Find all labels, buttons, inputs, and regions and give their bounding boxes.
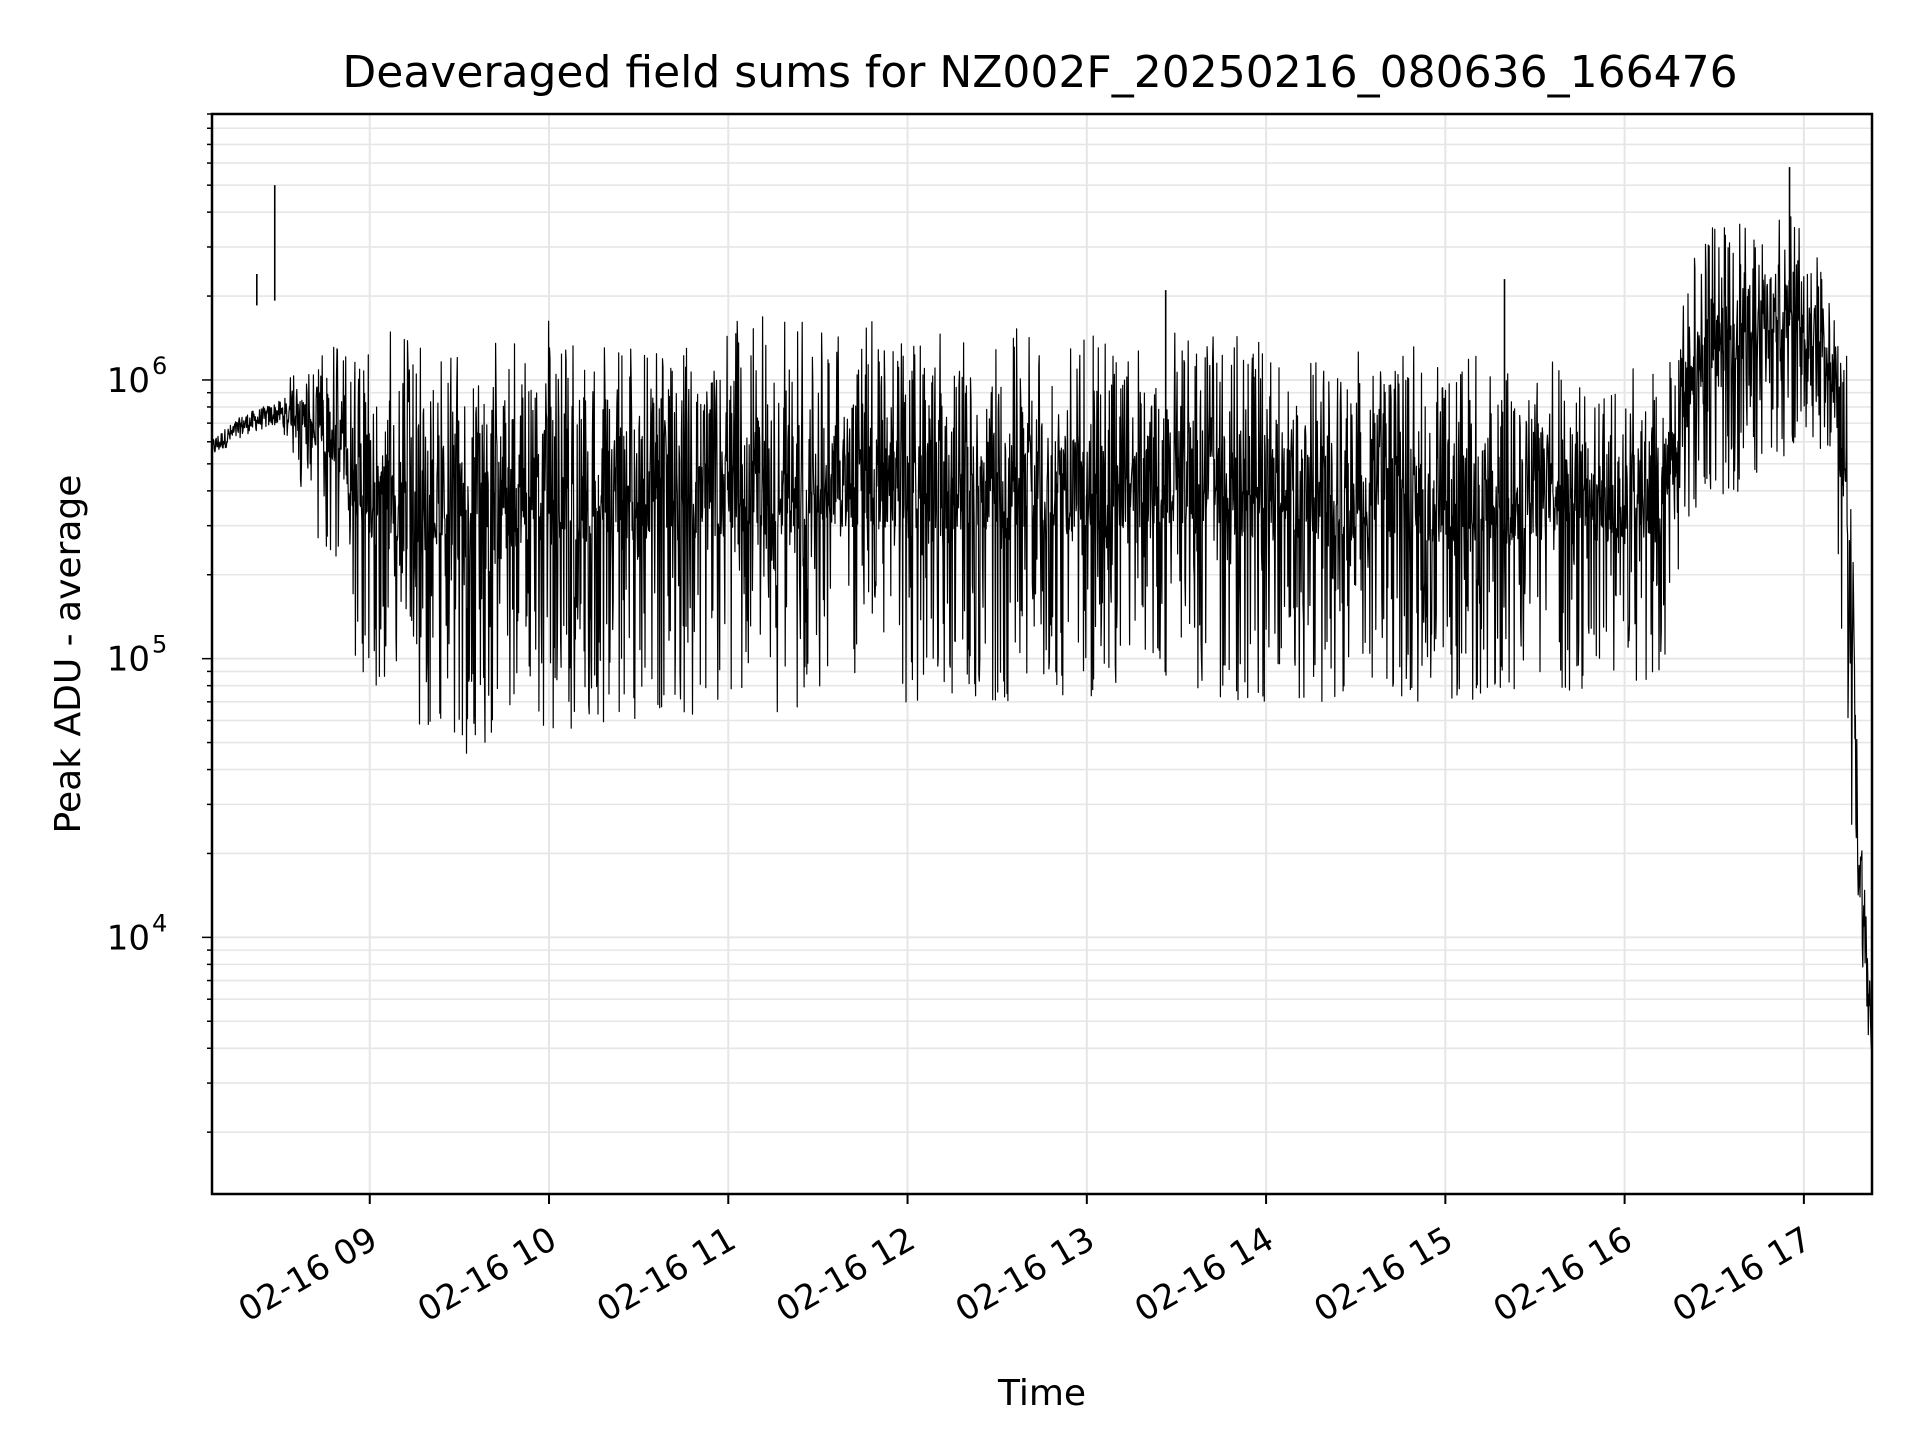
plot-frame [210, 112, 1874, 1196]
y-tick-exponent: 5 [152, 631, 167, 659]
y-tick-exponent: 6 [152, 352, 167, 380]
series [211, 167, 1873, 1062]
y-tick-label: 10 [107, 918, 150, 958]
y-tick-exponent: 4 [152, 909, 167, 937]
y-axis-label: Peak ADU - average [48, 475, 89, 834]
series-line [211, 216, 1873, 1062]
y-tick-label: 10 [107, 640, 150, 680]
y-tick-label: 10 [107, 361, 150, 401]
chart-title: Deaveraged field sums for NZ002F_2025021… [342, 47, 1737, 98]
x-axis-label: Time [997, 1373, 1086, 1414]
